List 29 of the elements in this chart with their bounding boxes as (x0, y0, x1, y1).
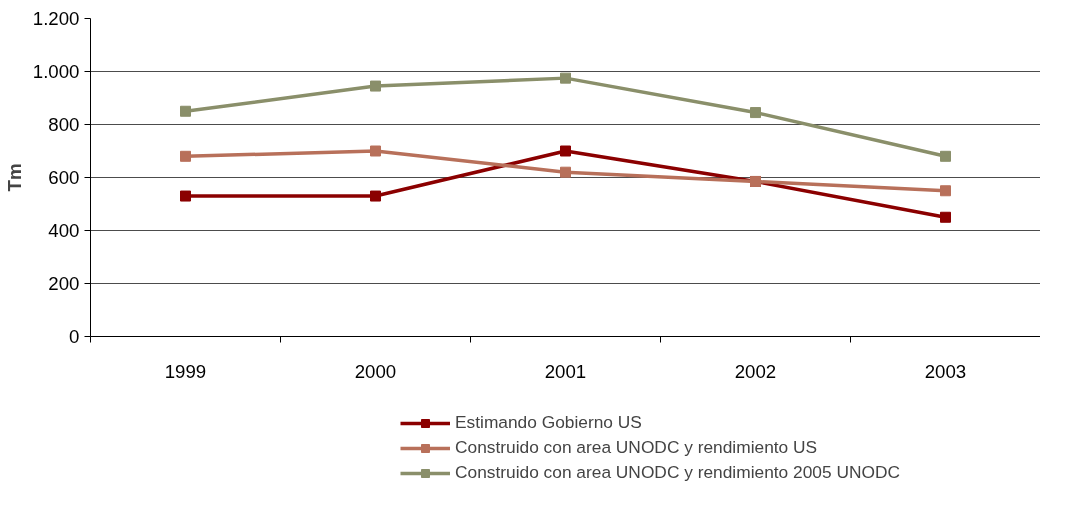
x-tick-label: 2003 (924, 360, 967, 382)
y-axis-title: Tm (3, 163, 25, 192)
point (180, 190, 191, 202)
y-tick-label: 800 (48, 114, 80, 135)
point (560, 72, 571, 84)
x-tick-label: 2000 (354, 360, 397, 382)
point (370, 80, 381, 92)
point (180, 105, 191, 117)
point (370, 190, 381, 202)
point (560, 145, 571, 157)
point (940, 185, 951, 197)
y-tick-label: 1.200 (32, 8, 80, 29)
point (940, 150, 951, 162)
legend-label: Construido con area UNODC y rendimiento US (455, 437, 818, 458)
legend-label: Construido con area UNODC y rendimiento 2005 UNODC (455, 462, 900, 483)
y-tick-label: 1.000 (32, 61, 80, 82)
x-tick-label: 2001 (544, 360, 587, 382)
y-tick-label: 200 (48, 273, 80, 294)
x-tick-label: 1999 (164, 360, 207, 382)
legend-label: Estimando Gobierno US (455, 412, 642, 433)
point (940, 211, 951, 223)
x-tick-label: 2002 (734, 360, 777, 382)
y-tick-label: 400 (48, 220, 80, 241)
point (370, 145, 381, 157)
y-tick-label: 600 (48, 167, 80, 188)
point (180, 150, 191, 162)
point (560, 166, 571, 178)
point (750, 107, 761, 119)
y-tick-label: 0 (69, 326, 80, 347)
